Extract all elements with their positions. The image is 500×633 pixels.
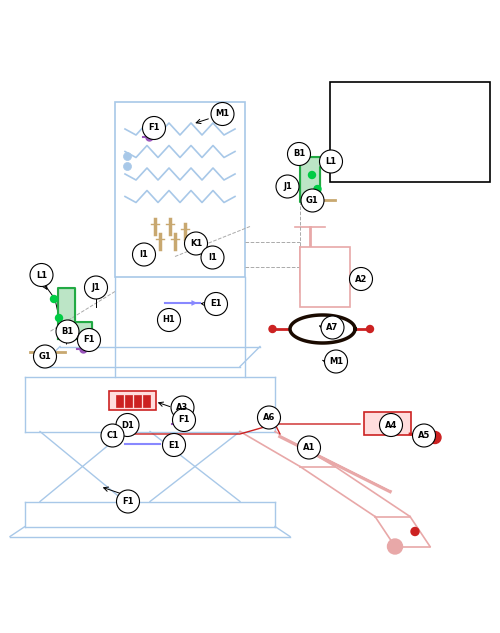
Circle shape [204, 292, 228, 315]
Circle shape [314, 185, 321, 192]
Circle shape [388, 539, 402, 554]
Circle shape [276, 175, 299, 198]
Text: A2: A2 [355, 275, 367, 284]
Circle shape [84, 276, 108, 299]
Text: H1: H1 [162, 315, 175, 325]
FancyBboxPatch shape [134, 395, 141, 407]
FancyBboxPatch shape [116, 395, 123, 407]
Text: J1: J1 [283, 182, 292, 191]
Circle shape [124, 163, 132, 170]
Circle shape [62, 332, 70, 339]
Text: G1: G1 [38, 352, 52, 361]
Circle shape [258, 406, 280, 429]
Circle shape [429, 432, 441, 444]
FancyBboxPatch shape [300, 246, 350, 306]
Polygon shape [300, 156, 340, 201]
FancyBboxPatch shape [330, 82, 490, 182]
FancyBboxPatch shape [109, 391, 156, 410]
Text: B1: B1 [293, 149, 305, 158]
Circle shape [269, 325, 276, 332]
Circle shape [50, 296, 58, 303]
Text: A6: A6 [263, 413, 275, 422]
FancyBboxPatch shape [124, 395, 132, 407]
Text: F1: F1 [122, 497, 134, 506]
Circle shape [201, 246, 224, 269]
Text: E1: E1 [168, 441, 180, 449]
Text: J1: J1 [92, 283, 100, 292]
Circle shape [101, 424, 124, 447]
Circle shape [172, 408, 196, 432]
Text: A5: A5 [418, 431, 430, 440]
Text: L1: L1 [326, 157, 336, 166]
Text: M1: M1 [216, 110, 230, 118]
FancyBboxPatch shape [364, 412, 411, 435]
Text: I1: I1 [208, 253, 217, 262]
Circle shape [30, 263, 53, 287]
Circle shape [412, 424, 436, 447]
Circle shape [56, 315, 62, 322]
Circle shape [411, 527, 419, 536]
Circle shape [132, 243, 156, 266]
Circle shape [211, 103, 234, 125]
Circle shape [124, 153, 132, 161]
Circle shape [184, 232, 208, 255]
Circle shape [380, 413, 402, 437]
Text: L1: L1 [36, 270, 47, 280]
Text: C1: C1 [106, 431, 118, 440]
FancyBboxPatch shape [142, 395, 150, 407]
Text: F1: F1 [178, 415, 190, 425]
Text: A3: A3 [176, 403, 188, 412]
Circle shape [324, 350, 347, 373]
Text: D1: D1 [121, 420, 134, 430]
Circle shape [78, 329, 100, 351]
Text: M1: M1 [329, 357, 343, 366]
Circle shape [116, 490, 140, 513]
Text: G1: G1 [306, 196, 319, 205]
Circle shape [320, 150, 342, 173]
Circle shape [34, 345, 56, 368]
Circle shape [298, 436, 320, 459]
Text: A4: A4 [385, 420, 397, 430]
Circle shape [321, 316, 344, 339]
Circle shape [288, 142, 310, 165]
Text: I1: I1 [140, 250, 148, 259]
Text: B1: B1 [62, 327, 74, 336]
FancyBboxPatch shape [115, 101, 245, 277]
Text: A1: A1 [303, 443, 315, 452]
Circle shape [142, 116, 166, 139]
Circle shape [171, 396, 194, 419]
Text: E1: E1 [210, 299, 222, 308]
Circle shape [158, 308, 180, 332]
Text: F1: F1 [83, 335, 95, 344]
Circle shape [366, 325, 374, 332]
Circle shape [162, 434, 186, 456]
Text: F1: F1 [148, 123, 160, 132]
Text: A7: A7 [326, 323, 338, 332]
Circle shape [350, 268, 372, 291]
Polygon shape [58, 288, 92, 339]
Circle shape [301, 189, 324, 212]
Circle shape [56, 320, 79, 343]
Circle shape [308, 172, 316, 179]
Circle shape [116, 413, 139, 437]
Text: K1: K1 [190, 239, 202, 248]
